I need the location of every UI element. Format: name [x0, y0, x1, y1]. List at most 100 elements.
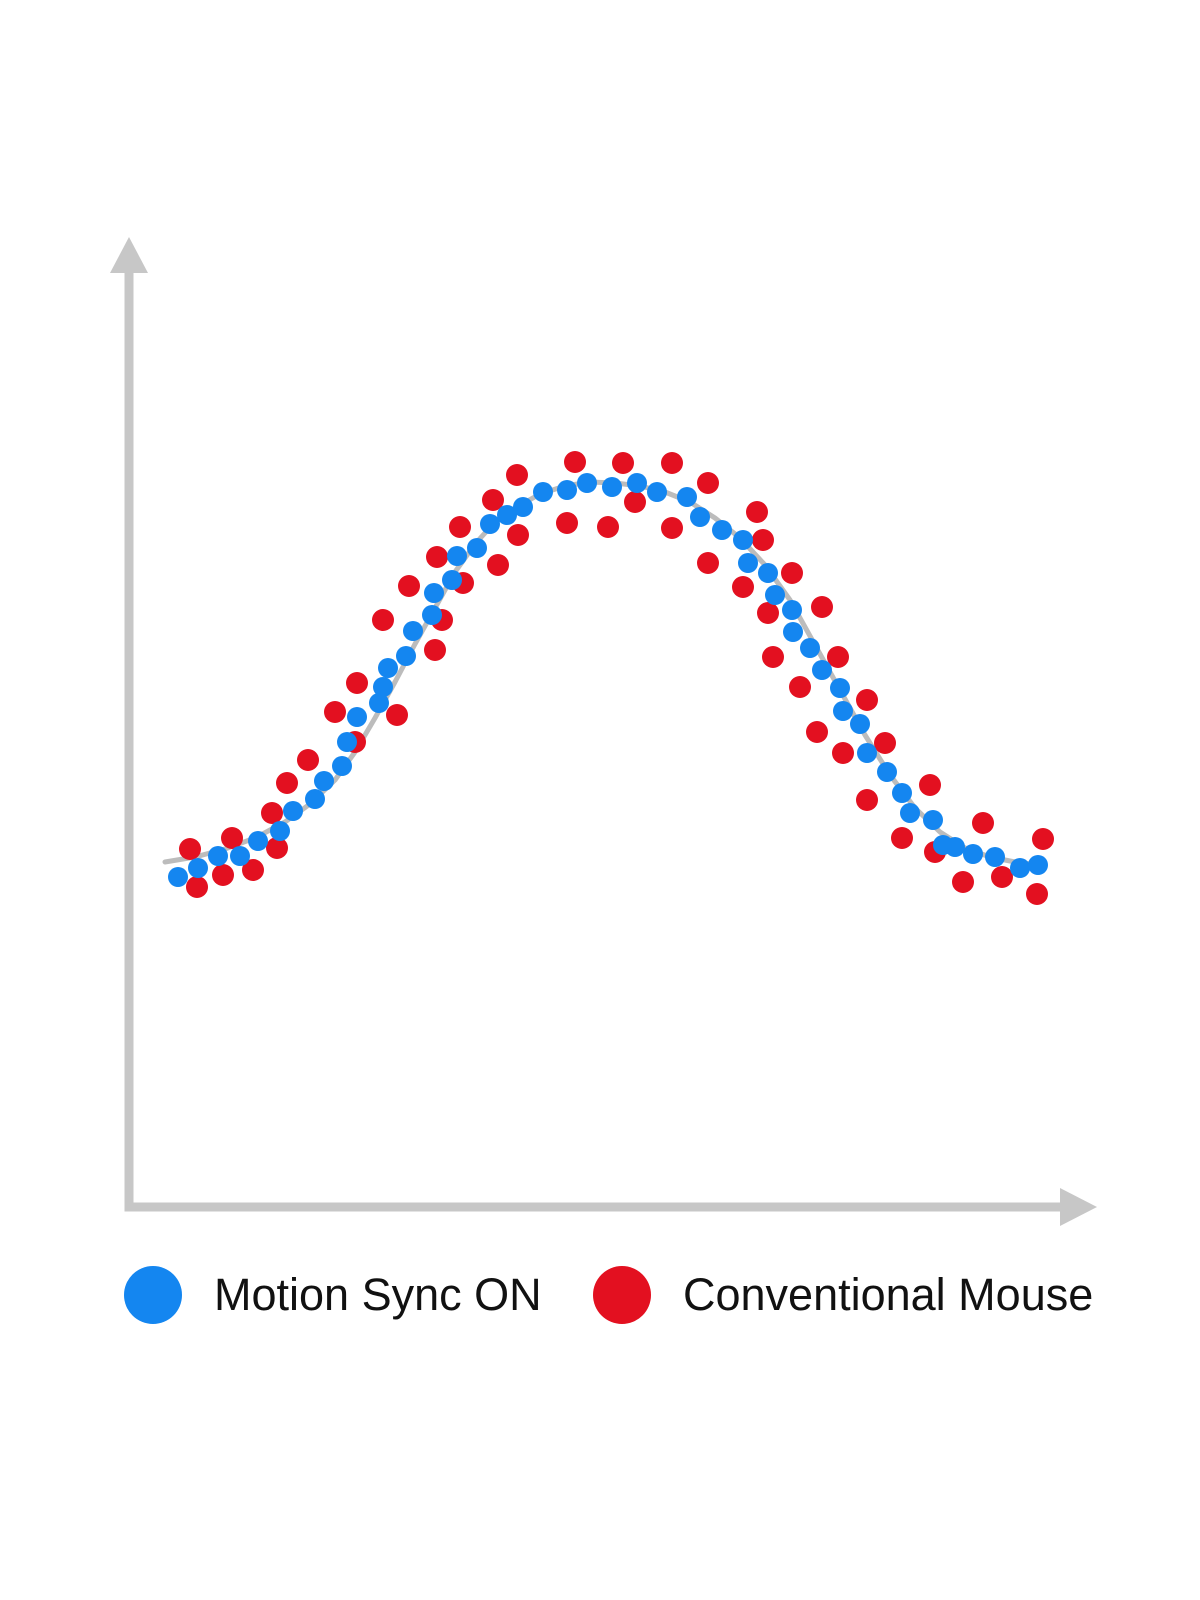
conventional-mouse-dot: [1032, 828, 1054, 850]
motion-sync-dot: [283, 801, 303, 821]
motion-sync-dot: [850, 714, 870, 734]
motion-sync-dot: [833, 701, 853, 721]
motion-sync-dot: [647, 482, 667, 502]
motion-sync-dot: [305, 789, 325, 809]
conventional-mouse-dot: [612, 452, 634, 474]
motion-sync-dot: [830, 678, 850, 698]
motion-sync-dot: [690, 507, 710, 527]
conventional-mouse-dot: [487, 554, 509, 576]
conventional-mouse-dot: [874, 732, 896, 754]
motion-sync-dot: [188, 858, 208, 878]
motion-sync-dot: [422, 605, 442, 625]
motion-sync-dot: [963, 844, 983, 864]
conventional-mouse-dot: [212, 864, 234, 886]
motion-sync-dot: [208, 846, 228, 866]
legend-label-motion-sync-on: Motion Sync ON: [214, 1269, 542, 1320]
motion-sync-dot: [373, 677, 393, 697]
legend-item-motion-sync-on: Motion Sync ON: [124, 1266, 542, 1324]
conventional-mouse-dot: [891, 827, 913, 849]
motion-sync-dot: [923, 810, 943, 830]
legend-swatch-blue-icon: [124, 1266, 182, 1324]
series-motion-sync-on: [168, 473, 1048, 887]
conventional-mouse-dot: [556, 512, 578, 534]
x-axis-arrow-icon: [1060, 1188, 1097, 1226]
motion-sync-dot: [985, 847, 1005, 867]
motion-sync-dot: [877, 762, 897, 782]
conventional-mouse-dot: [424, 639, 446, 661]
conventional-mouse-dot: [991, 866, 1013, 888]
motion-sync-dot: [758, 563, 778, 583]
motion-sync-dot: [513, 497, 533, 517]
legend: Motion Sync ON Conventional Mouse: [0, 1266, 1200, 1326]
motion-sync-dot: [712, 520, 732, 540]
conventional-mouse-dot: [506, 464, 528, 486]
motion-sync-dot: [1028, 855, 1048, 875]
conventional-mouse-dot: [179, 838, 201, 860]
conventional-mouse-dot: [324, 701, 346, 723]
motion-sync-dot: [1010, 858, 1030, 878]
motion-sync-dot: [782, 600, 802, 620]
motion-sync-dot: [442, 570, 462, 590]
conventional-mouse-dot: [449, 516, 471, 538]
conventional-mouse-dot: [221, 827, 243, 849]
motion-sync-dot: [577, 473, 597, 493]
conventional-mouse-dot: [952, 871, 974, 893]
conventional-mouse-dot: [297, 749, 319, 771]
conventional-mouse-dot: [482, 489, 504, 511]
legend-item-conventional-mouse: Conventional Mouse: [593, 1266, 1093, 1324]
conventional-mouse-dot: [697, 552, 719, 574]
motion-sync-dot: [765, 585, 785, 605]
motion-sync-dot: [497, 505, 517, 525]
conventional-mouse-dot: [757, 602, 779, 624]
motion-sync-dot: [369, 693, 389, 713]
conventional-mouse-dot: [781, 562, 803, 584]
conventional-mouse-dot: [1026, 883, 1048, 905]
conventional-mouse-dot: [806, 721, 828, 743]
conventional-mouse-dot: [789, 676, 811, 698]
conventional-mouse-dot: [564, 451, 586, 473]
legend-swatch-red-icon: [593, 1266, 651, 1324]
legend-label-conventional-mouse: Conventional Mouse: [683, 1269, 1094, 1320]
y-axis-arrow-icon: [110, 237, 148, 273]
motion-sync-dot: [945, 837, 965, 857]
conventional-mouse-dot: [346, 672, 368, 694]
conventional-mouse-dot: [827, 646, 849, 668]
conventional-mouse-dot: [752, 529, 774, 551]
motion-sync-dot: [627, 473, 647, 493]
conventional-mouse-dot: [746, 501, 768, 523]
motion-sync-dot: [337, 732, 357, 752]
motion-sync-dot: [733, 530, 753, 550]
motion-sync-dot: [424, 583, 444, 603]
conventional-mouse-dot: [242, 859, 264, 881]
conventional-mouse-dot: [597, 516, 619, 538]
conventional-mouse-dot: [372, 609, 394, 631]
conventional-mouse-dot: [186, 876, 208, 898]
motion-sync-dot: [270, 821, 290, 841]
conventional-mouse-dot: [261, 802, 283, 824]
motion-sync-dot: [332, 756, 352, 776]
conventional-mouse-dot: [266, 837, 288, 859]
motion-sync-dot: [857, 743, 877, 763]
conventional-mouse-dot: [426, 546, 448, 568]
conventional-mouse-dot: [661, 517, 683, 539]
conventional-mouse-dot: [972, 812, 994, 834]
conventional-mouse-dot: [624, 491, 646, 513]
conventional-mouse-dot: [811, 596, 833, 618]
conventional-mouse-dot: [398, 575, 420, 597]
conventional-mouse-dot: [661, 452, 683, 474]
motion-sync-dot: [403, 621, 423, 641]
conventional-mouse-dot: [507, 524, 529, 546]
motion-sync-dot: [230, 846, 250, 866]
motion-sync-dot: [800, 638, 820, 658]
motion-sync-dot: [347, 707, 367, 727]
motion-sync-dot: [168, 867, 188, 887]
conventional-mouse-dot: [856, 789, 878, 811]
conventional-mouse-dot: [919, 774, 941, 796]
motion-sync-dot: [900, 803, 920, 823]
motion-sync-dot: [812, 660, 832, 680]
motion-sync-dot: [248, 831, 268, 851]
conventional-mouse-dot: [856, 689, 878, 711]
motion-sync-dot: [677, 487, 697, 507]
